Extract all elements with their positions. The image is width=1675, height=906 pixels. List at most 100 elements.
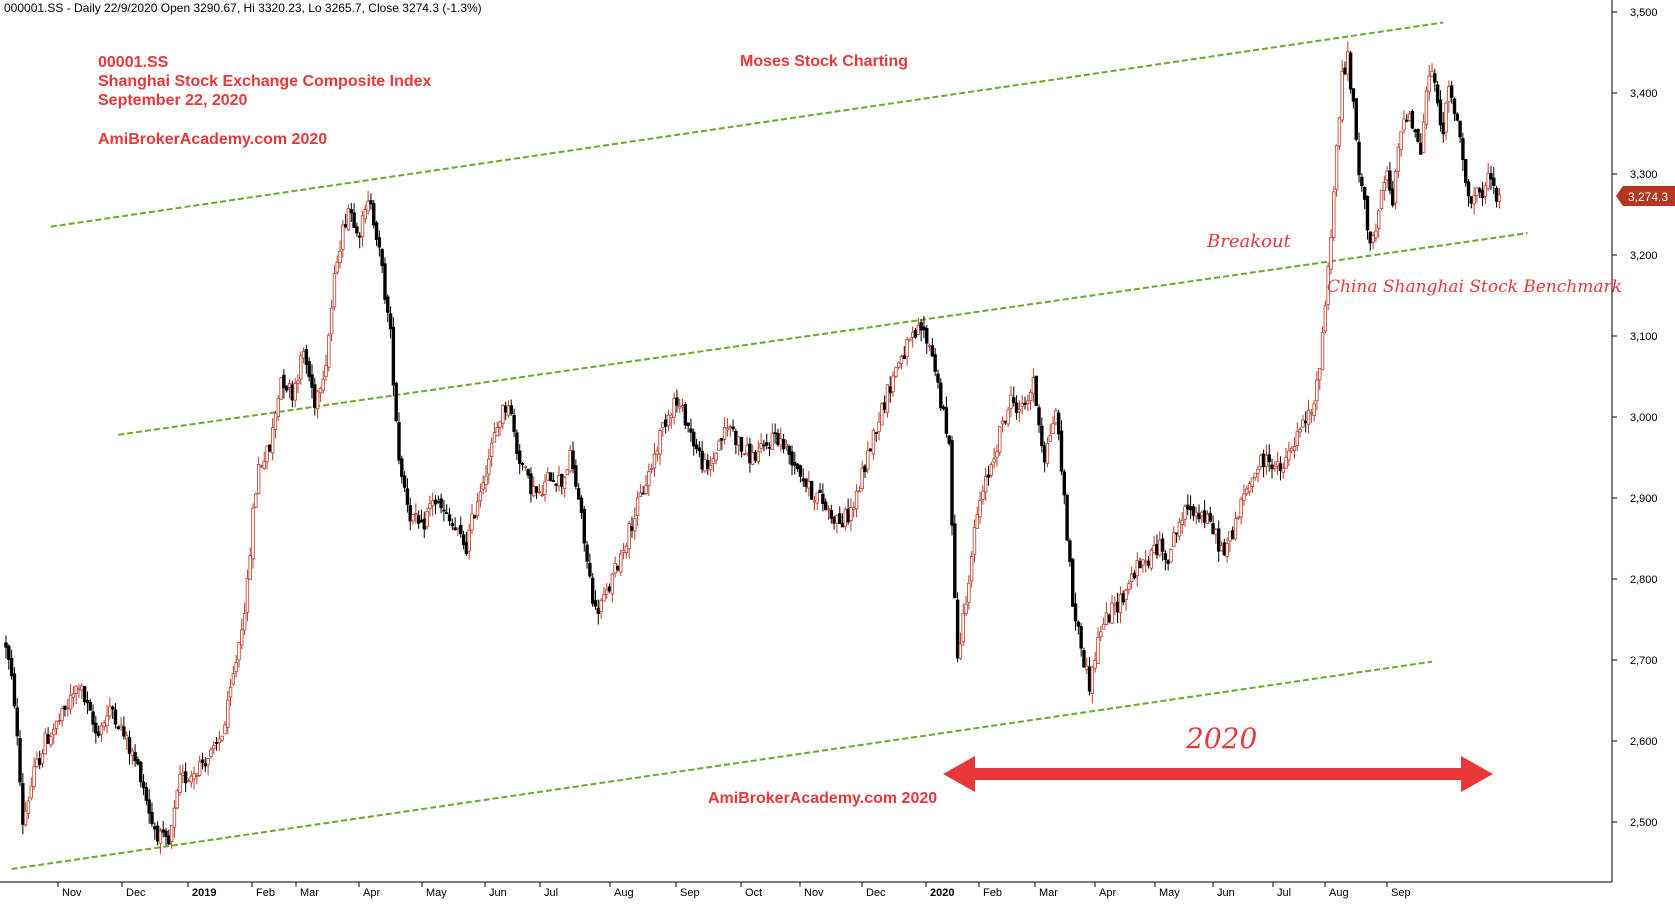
candle-body: [1014, 402, 1019, 413]
candle-body: [823, 501, 828, 511]
candle-body: [776, 433, 780, 446]
candle-body: [139, 761, 143, 783]
candle-body: [422, 518, 426, 530]
candle-body: [9, 657, 14, 677]
candle-body: [15, 707, 19, 737]
x-tick-label: Jul: [1277, 887, 1291, 899]
candle-body: [1034, 375, 1038, 407]
candle-body: [1278, 463, 1283, 472]
x-tick-label: May: [1159, 887, 1180, 899]
candle-body: [1489, 172, 1493, 180]
candle-body: [484, 475, 488, 485]
candle-body: [492, 432, 497, 443]
x-tick-label: Dec: [866, 887, 886, 899]
candle-body: [349, 209, 353, 214]
candle-body: [1362, 187, 1367, 200]
candle-body: [1433, 73, 1437, 83]
candle-body: [571, 450, 575, 469]
candle-body: [925, 328, 929, 344]
candle-body: [1410, 111, 1415, 129]
candle-body: [1158, 539, 1162, 556]
candle-body: [369, 200, 373, 205]
candle-body: [880, 403, 884, 426]
y-tick-label: 2,600: [1630, 736, 1658, 748]
candle-body: [1121, 593, 1125, 603]
candle-body: [1253, 472, 1257, 478]
candle-body: [200, 759, 205, 763]
candle-body: [613, 563, 617, 574]
candle-body: [1144, 560, 1148, 563]
candle-body: [1376, 210, 1381, 229]
candle-body: [1492, 177, 1496, 186]
x-tick-label: Sep: [1391, 887, 1411, 899]
candle-body: [1478, 188, 1482, 193]
x-tick-label: Jun: [1217, 887, 1235, 899]
candle-body: [891, 375, 895, 393]
candle-body: [1146, 560, 1151, 566]
candle-body: [826, 507, 831, 510]
candle-body: [809, 481, 814, 500]
candle-body: [548, 472, 553, 481]
candle-body: [223, 724, 227, 735]
candle-body: [1197, 513, 1201, 520]
candle-body: [279, 377, 283, 400]
candle-body: [793, 461, 797, 466]
candle-body: [1304, 420, 1308, 424]
candle-body: [108, 706, 112, 717]
candle-body: [781, 439, 786, 450]
candle-body: [453, 527, 457, 531]
candle-body: [989, 464, 994, 476]
candle-body: [231, 673, 236, 685]
candle-body: [77, 688, 81, 691]
candle-body: [1225, 543, 1229, 557]
candle-body: [425, 511, 429, 527]
candle-body: [164, 830, 168, 837]
candle-body: [301, 351, 306, 359]
candle-body: [941, 406, 946, 410]
candle-body: [296, 380, 300, 384]
candle-body: [127, 736, 132, 754]
candle-body: [299, 355, 303, 380]
candle-body: [798, 465, 803, 477]
candle-body: [669, 414, 673, 419]
candle-body: [40, 753, 45, 764]
candle-body: [1228, 531, 1232, 542]
candle-body: [445, 512, 449, 515]
candle-body: [871, 429, 876, 455]
candle-body: [1329, 237, 1333, 270]
candle-body: [380, 248, 384, 267]
candle-body: [1393, 171, 1398, 204]
candle-body: [1236, 516, 1241, 519]
candle-body: [54, 720, 59, 729]
candle-body: [672, 398, 676, 418]
candle-body: [293, 383, 297, 401]
candle-body: [1068, 540, 1072, 563]
candle-body: [18, 737, 22, 783]
date-range-arrow: [943, 756, 1493, 792]
candle-body: [627, 523, 631, 550]
candle-body: [105, 715, 109, 726]
candle-body: [242, 612, 247, 631]
candle-body: [1256, 468, 1260, 474]
candle-body: [35, 758, 39, 767]
candle-body: [526, 468, 530, 476]
candle-body: [652, 453, 657, 469]
candle-body: [852, 507, 856, 510]
candle-body: [1172, 532, 1176, 548]
candle-body: [1099, 631, 1103, 638]
candle-body: [762, 444, 766, 447]
candle-body: [958, 643, 963, 659]
candle-body: [268, 444, 272, 452]
candle-body: [1233, 518, 1238, 540]
candle-body: [489, 442, 494, 458]
candle-body: [756, 450, 761, 462]
candle-body: [1332, 191, 1336, 238]
candle-body: [882, 402, 887, 410]
candle-body: [972, 527, 977, 555]
x-tick-label: Jun: [489, 887, 507, 899]
candle-body: [1447, 86, 1451, 102]
candle-body: [1155, 544, 1159, 556]
candle-body: [638, 492, 643, 497]
arrow-right-head: [1461, 756, 1493, 792]
candle-body: [467, 529, 471, 552]
